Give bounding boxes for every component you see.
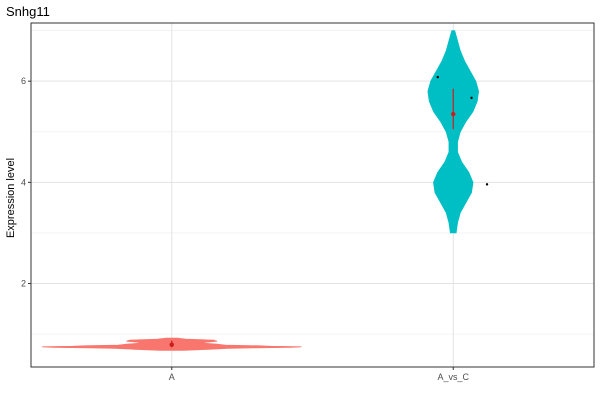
y-tick-label: 2 bbox=[21, 279, 26, 289]
axis-layer: 2 4 6 A A_vs_C bbox=[21, 76, 470, 382]
x-tick-label: A_vs_C bbox=[437, 372, 469, 382]
violin-layer bbox=[41, 30, 479, 351]
x-tick-label: A bbox=[169, 372, 175, 382]
y-tick-label: 6 bbox=[21, 76, 26, 86]
y-tick-label: 4 bbox=[21, 177, 26, 187]
grid-layer bbox=[31, 23, 594, 367]
outlier-point bbox=[470, 96, 473, 100]
median-point-A bbox=[169, 342, 174, 347]
y-axis-label: Expression level bbox=[5, 158, 17, 238]
median-point-A_vs_C bbox=[451, 111, 456, 117]
outlier-point bbox=[485, 183, 489, 186]
outlier-point bbox=[436, 75, 439, 79]
plot-panel-border bbox=[30, 22, 595, 368]
chart-title: Snhg11 bbox=[6, 4, 50, 19]
violin-A_vs_C bbox=[427, 30, 479, 234]
marks-layer bbox=[169, 75, 489, 348]
